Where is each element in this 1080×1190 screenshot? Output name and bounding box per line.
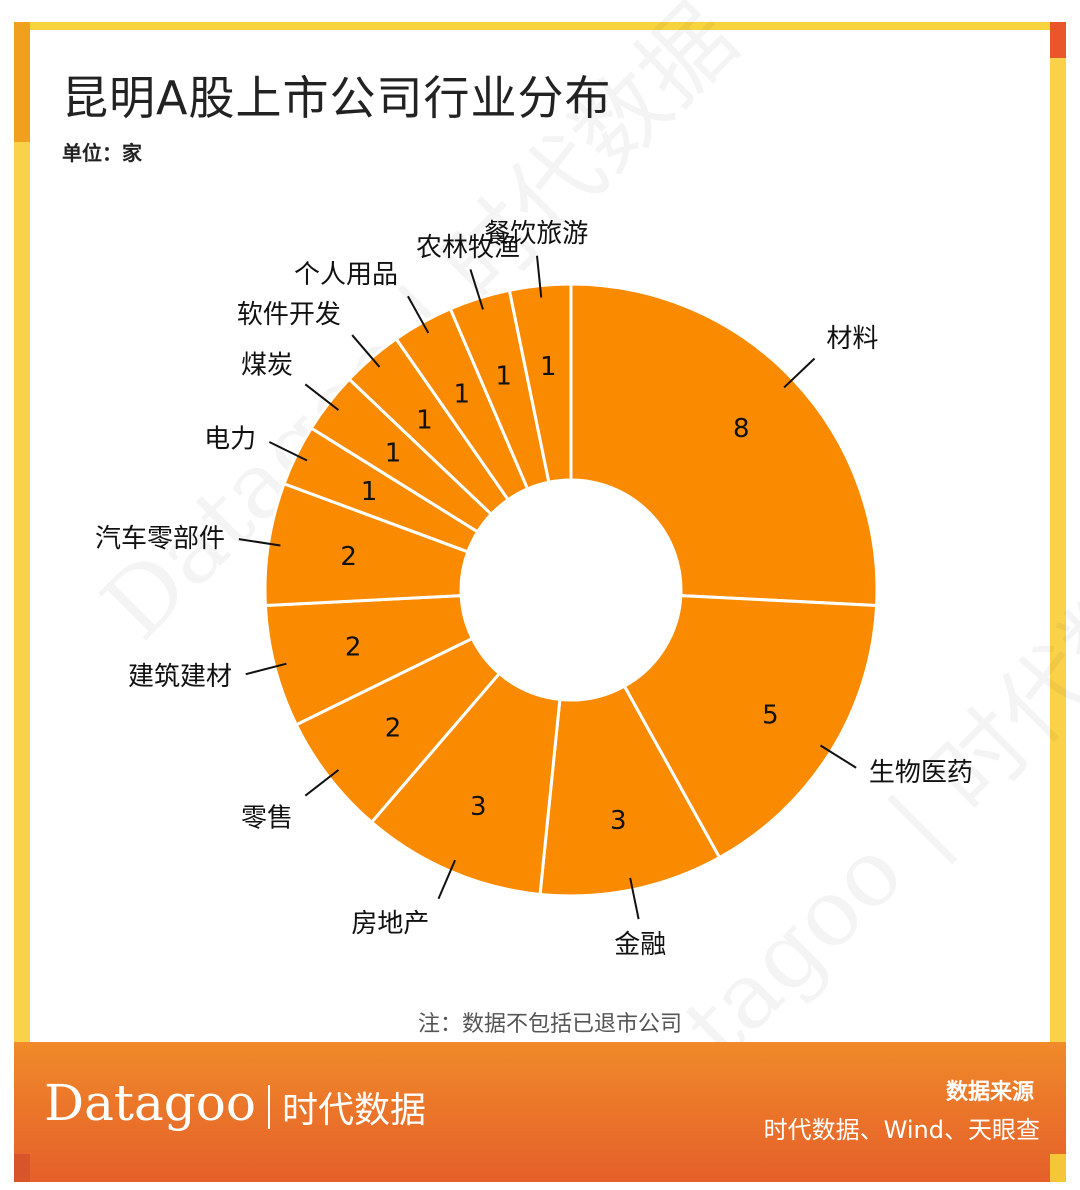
slice-value-label: 3	[470, 792, 487, 822]
datagoo-logo: Datagoo 时代数据	[44, 1074, 426, 1133]
category-label: 材料	[826, 324, 878, 354]
logo-latin: Datagoo	[44, 1074, 257, 1132]
frame-right-bar	[1050, 22, 1066, 1042]
page-title: 昆明A股上市公司行业分布	[62, 71, 612, 125]
slice-value-label: 1	[361, 477, 378, 507]
footer-corner-left	[14, 1154, 30, 1182]
slice-value-label: 1	[540, 352, 557, 382]
leader-line	[819, 744, 857, 769]
leader-line	[469, 269, 484, 310]
logo-chinese: 时代数据	[282, 1090, 427, 1131]
slice-value-label: 1	[385, 438, 402, 468]
slice-value-label: 1	[454, 379, 471, 409]
frame-left-bar	[14, 22, 30, 1042]
category-label: 房地产	[351, 909, 429, 939]
source-title: 数据来源	[945, 1080, 1034, 1105]
leader-line	[304, 383, 340, 411]
donut-slice	[369, 671, 562, 897]
unit-label: 单位：家	[62, 141, 142, 165]
slice-value-label: 3	[610, 806, 627, 836]
frame-right-accent	[1050, 22, 1066, 58]
leader-line	[245, 662, 287, 676]
category-label: 建筑建材	[128, 662, 232, 692]
category-label: 金融	[614, 930, 666, 960]
slice-value-label: 2	[385, 714, 402, 744]
leader-line	[268, 441, 308, 462]
category-label: 餐饮旅游	[484, 219, 588, 249]
category-label: 软件开发	[237, 300, 341, 330]
leader-line	[629, 877, 640, 920]
leader-line	[238, 538, 281, 547]
category-label: 零售	[241, 804, 293, 834]
footer-corner-right	[1050, 1154, 1066, 1182]
frame-left-accent	[14, 22, 30, 142]
category-label: 农林牧渔	[416, 233, 520, 263]
slice-value-label: 1	[416, 405, 433, 435]
category-label: 煤炭	[241, 350, 293, 380]
slice-value-label: 2	[345, 632, 362, 662]
category-label: 汽车零部件	[95, 524, 225, 554]
leader-line	[351, 334, 381, 368]
footer-bar: Datagoo 时代数据 数据来源 时代数据、Wind、天眼查	[14, 1042, 1066, 1182]
footnote: 注：数据不包括已退市公司	[417, 1012, 682, 1037]
leader-line	[304, 769, 340, 797]
donut-slice	[569, 282, 879, 608]
donut-slice	[538, 684, 722, 898]
category-label: 个人用品	[294, 260, 398, 290]
slice-value-label: 2	[340, 542, 357, 572]
frame-top-bar	[14, 22, 1066, 30]
logo-separator	[268, 1085, 271, 1129]
category-label: 生物医药	[869, 758, 973, 788]
slice-value-label: 8	[733, 414, 750, 444]
leader-line	[783, 357, 816, 389]
slice-value-label: 1	[495, 361, 512, 391]
leader-line	[536, 255, 543, 298]
donut-slice	[507, 282, 573, 485]
leader-line	[407, 295, 430, 334]
donut-slice	[622, 593, 879, 860]
source-text: 时代数据、Wind、天眼查	[763, 1116, 1040, 1144]
slice-value-label: 5	[762, 700, 779, 730]
leader-line	[437, 859, 456, 900]
category-label: 电力	[204, 425, 256, 455]
